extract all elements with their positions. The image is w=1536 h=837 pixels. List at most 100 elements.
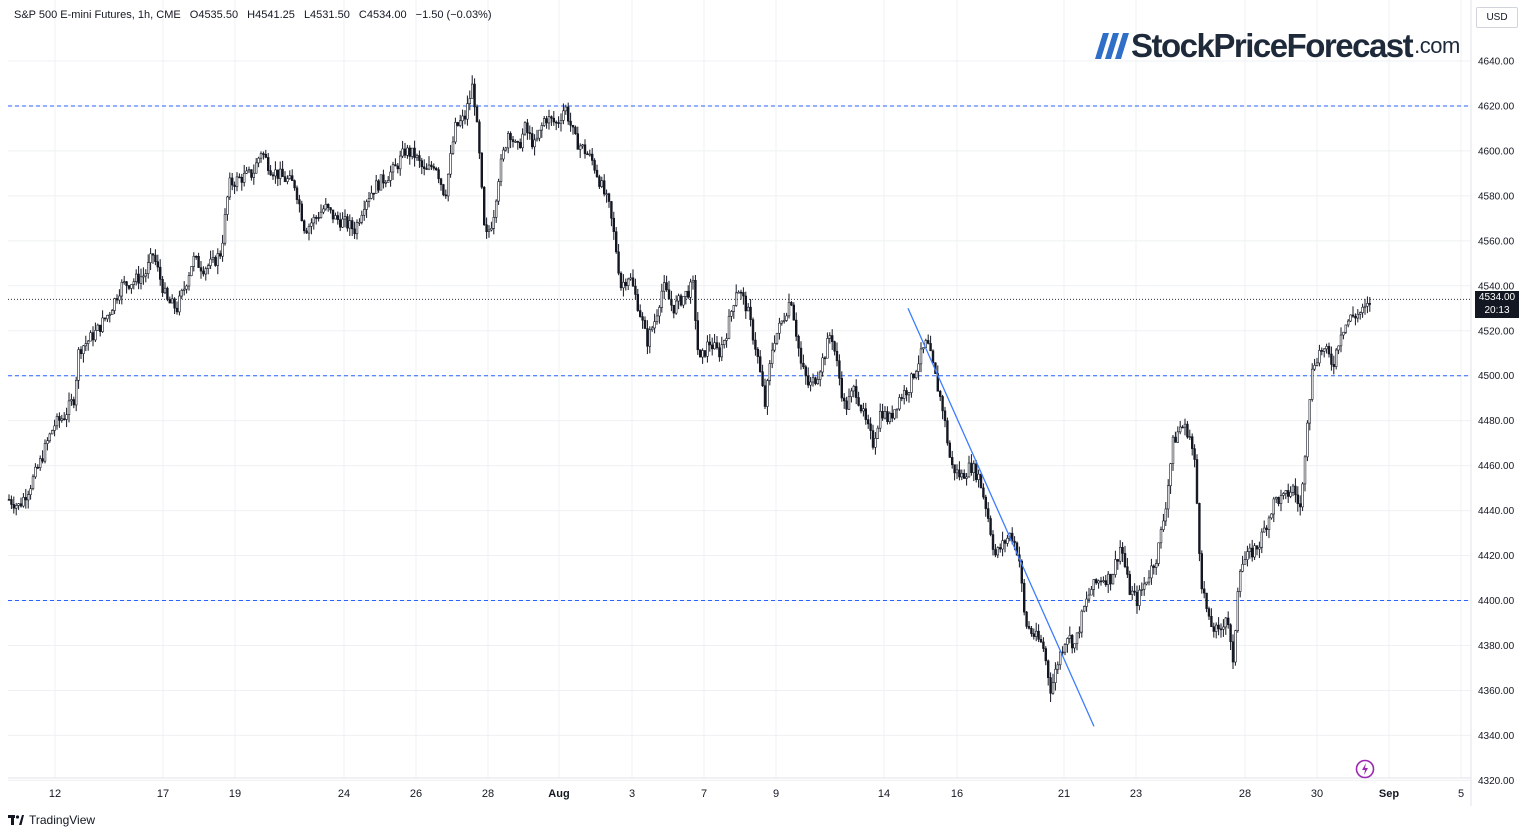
candle [506,130,510,154]
candle [1128,570,1132,596]
candle-body [1025,611,1028,627]
candle-body [554,121,558,124]
candle [974,460,978,483]
candle [384,180,387,188]
candle-body [233,184,236,187]
candle-body [247,169,251,172]
candle-body [499,158,503,182]
candle [151,253,155,264]
candle-body [144,273,147,277]
candle [540,122,544,138]
candle-body [816,379,820,384]
candle [1181,425,1184,429]
candle-body [538,129,541,139]
candle-body [518,141,522,149]
candle-body [156,261,159,268]
candle-body [550,116,553,119]
candle [1003,539,1007,553]
candle [1169,462,1172,494]
candle [533,134,536,156]
candle [1080,609,1084,638]
candle-body [350,220,354,230]
candle [1342,331,1345,340]
price-tick-label: 4440.00 [1478,506,1515,517]
candle-body [67,400,71,415]
candle-body [1032,633,1036,637]
candle [163,282,167,295]
candle-body [1099,580,1103,583]
candle-body [737,291,740,294]
candle-body [958,469,961,478]
candle [888,411,892,425]
candle [682,296,685,309]
stockpriceforecast-logo: StockPriceForecast .com [1095,26,1460,66]
candle-body [62,418,66,421]
candle-body [1342,331,1345,336]
candle-body [1241,564,1244,572]
candle [1116,558,1120,570]
candle [96,323,100,331]
price-tick-label: 4380.00 [1478,641,1515,652]
candle [835,342,839,367]
candle [1109,573,1112,591]
candle-body [1351,314,1355,317]
flash-icon[interactable] [1355,759,1375,779]
price-tick-label: 4600.00 [1478,146,1515,157]
candle-body [533,139,536,148]
trend-line[interactable] [907,308,1095,727]
time-axis[interactable]: 12 17 19 24 26 28 Aug 3 7 9 14 16 21 23 28 30 Sep 5 [49,788,1464,800]
candle-body [864,408,868,420]
candle [523,121,527,136]
candle [1054,662,1057,691]
candle-body [1027,626,1031,629]
candle-body [523,122,527,135]
candle-body [132,281,135,285]
candle [984,494,988,517]
candle-body [926,340,930,344]
candle-body [876,427,880,439]
candle-body [977,473,980,480]
candle-body [629,277,632,280]
candle-body [96,324,100,331]
candle [348,214,351,236]
candle-body [780,320,784,324]
candle [1253,543,1256,561]
candle [725,333,728,348]
candle-body [497,181,500,202]
candle-body [886,411,889,422]
candle [1152,564,1156,575]
candle-body [319,211,323,218]
candle [905,387,908,402]
candle [799,341,803,370]
candle [648,326,652,354]
tradingview-brand[interactable]: TradingView [8,813,95,827]
candle [958,461,961,481]
candle [466,95,469,126]
candle-body [278,168,282,179]
candle [29,484,32,500]
currency-button[interactable]: USD [1476,7,1518,28]
candle-body [307,225,311,234]
candle [468,90,471,111]
candle [528,125,532,140]
candle [588,149,592,157]
support-resistance-levels[interactable] [8,105,1471,602]
candle-body [1157,542,1160,564]
candle-body [787,302,791,317]
candle-body [674,300,678,314]
candle-body [938,390,942,397]
candle-body [1200,553,1204,590]
candle [22,492,25,508]
candle-body [12,504,15,509]
symbol-title[interactable]: S&P 500 E-mini Futures, 1h, CME [14,9,181,21]
candle-body [149,253,152,263]
price-axis[interactable]: 4320.00 4340.00 4360.00 4380.00 4400.00 4420.… [1478,57,1515,787]
candle-body [1332,364,1336,367]
candle-body [36,466,40,469]
candle [931,349,935,365]
candle [1167,479,1170,518]
candle [1179,420,1182,435]
candle-body [1294,485,1297,496]
candle [470,75,474,99]
